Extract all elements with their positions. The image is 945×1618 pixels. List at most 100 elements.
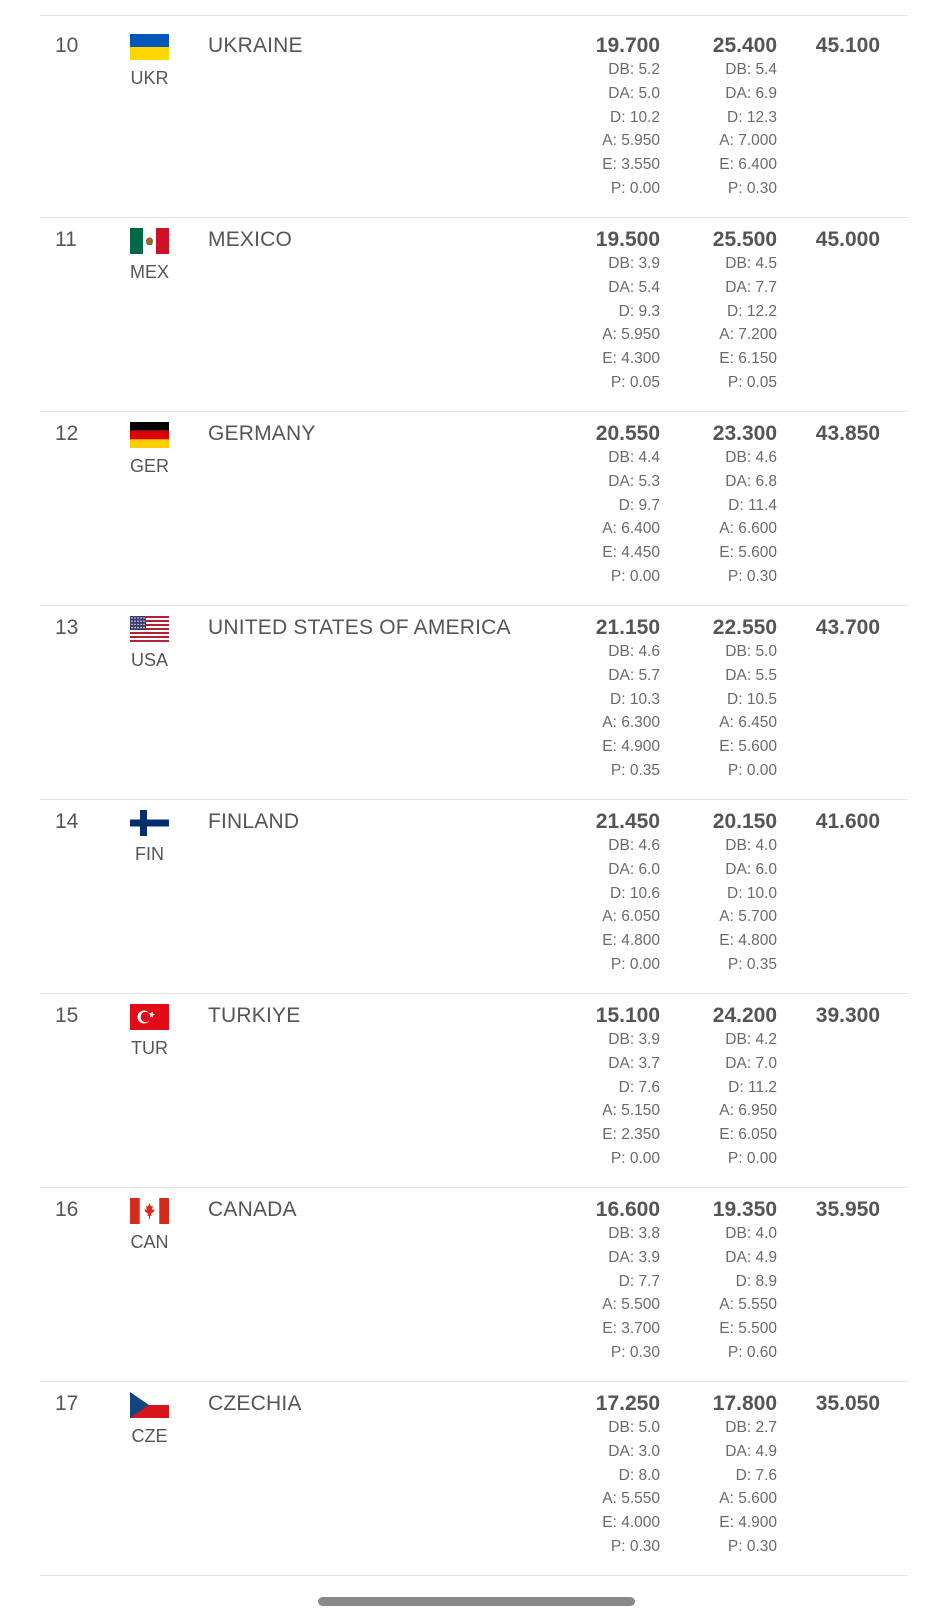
apparatus-score-detail: P: 0.00 bbox=[610, 1149, 660, 1167]
apparatus-score-detail: E: 4.000 bbox=[602, 1514, 660, 1532]
apparatus-score-detail: E: 3.700 bbox=[602, 1320, 660, 1338]
apparatus-score-detail: DB: 3.9 bbox=[608, 255, 660, 272]
country-name[interactable]: GERMANY bbox=[208, 422, 316, 445]
apparatus-score-detail: DB: 5.4 bbox=[725, 61, 777, 78]
apparatus-2-total: 17.800 bbox=[712, 1392, 777, 1415]
apparatus-score-detail: E: 5.500 bbox=[719, 1320, 777, 1338]
apparatus-score-detail: A: 5.500 bbox=[602, 1296, 660, 1314]
apparatus-score-detail: D: 10.5 bbox=[727, 690, 777, 708]
country-name[interactable]: FINLAND bbox=[208, 810, 300, 833]
country-code: GER bbox=[129, 456, 169, 476]
apparatus-1-score: 21.150 DB: 4.6 DA: 5.7 D: 10.3 A: 6.300 E: 4.… bbox=[540, 616, 660, 783]
country-code: CAN bbox=[130, 1232, 169, 1252]
table-row[interactable]: 17 CZE CZECHIA 17.250 DB: 5.0 DA: 3.0 D: 8.0 A:… bbox=[40, 1374, 908, 1576]
apparatus-score-detail: D: 9.7 bbox=[618, 496, 660, 514]
apparatus-score-detail: E: 3.550 bbox=[602, 156, 660, 174]
tur-flag-icon bbox=[130, 1004, 169, 1030]
apparatus-score-detail: DB: 4.6 bbox=[608, 643, 660, 660]
usa-flag-icon bbox=[130, 616, 169, 642]
country-name[interactable]: CZECHIA bbox=[208, 1392, 302, 1415]
apparatus-score-detail: DA: 6.8 bbox=[725, 472, 777, 490]
apparatus-score-detail: DA: 4.9 bbox=[725, 1248, 777, 1266]
apparatus-score-detail: DB: 4.5 bbox=[725, 255, 777, 272]
home-indicator[interactable] bbox=[318, 1597, 635, 1606]
total-score: 43.700 bbox=[815, 616, 880, 639]
total-score: 45.100 bbox=[815, 34, 880, 57]
apparatus-1-score: 20.550 DB: 4.4 DA: 5.3 D: 9.7 A: 6.400 E: 4.4… bbox=[540, 422, 660, 589]
apparatus-score-detail: E: 6.400 bbox=[719, 156, 777, 174]
table-row[interactable]: 13 USA UNITED STATES OF AMERICA 21.150 DB: 4… bbox=[40, 598, 908, 800]
table-row[interactable]: 10 UKR UKRAINE 19.700 DB: 5.2 DA: 5.0 D: 10.2 A… bbox=[40, 16, 908, 218]
apparatus-score-detail: DA: 7.0 bbox=[725, 1054, 777, 1072]
country-name[interactable]: TURKIYE bbox=[208, 1004, 301, 1027]
apparatus-2-score: 25.400 DB: 5.4 DA: 6.9 D: 12.3 A: 7.000 E: 6.… bbox=[657, 34, 777, 201]
apparatus-score-detail: DA: 6.9 bbox=[725, 84, 777, 102]
apparatus-1-score: 17.250 DB: 5.0 DA: 3.0 D: 8.0 A: 5.550 E: 4.0… bbox=[540, 1392, 660, 1559]
country-code: UKR bbox=[130, 68, 169, 88]
apparatus-score-detail: P: 0.35 bbox=[610, 761, 660, 779]
apparatus-score-detail: A: 6.600 bbox=[719, 520, 777, 538]
apparatus-score-detail: E: 4.800 bbox=[602, 932, 660, 950]
apparatus-score-detail: D: 10.6 bbox=[610, 884, 660, 902]
cze-flag-icon bbox=[130, 1392, 169, 1418]
apparatus-score-detail: P: 0.35 bbox=[727, 955, 777, 973]
apparatus-score-detail: A: 7.200 bbox=[719, 326, 777, 344]
apparatus-score-detail: DA: 3.0 bbox=[608, 1442, 660, 1460]
apparatus-score-detail: E: 5.600 bbox=[719, 544, 777, 562]
apparatus-2-total: 19.350 bbox=[712, 1198, 777, 1221]
apparatus-score-detail: A: 5.550 bbox=[719, 1296, 777, 1314]
rank: 16 bbox=[55, 1198, 79, 1221]
apparatus-1-total: 21.150 bbox=[595, 616, 660, 639]
apparatus-score-detail: P: 0.30 bbox=[727, 567, 777, 585]
apparatus-2-score: 20.150 DB: 4.0 DA: 6.0 D: 10.0 A: 5.700 E: 4.… bbox=[657, 810, 777, 977]
apparatus-1-score: 21.450 DB: 4.6 DA: 6.0 D: 10.6 A: 6.050 E: 4.… bbox=[540, 810, 660, 977]
apparatus-score-detail: P: 0.30 bbox=[610, 1343, 660, 1361]
apparatus-1-score: 19.500 DB: 3.9 DA: 5.4 D: 9.3 A: 5.950 E: 4.3… bbox=[540, 228, 660, 395]
table-row[interactable]: 12 GER GERMANY 20.550 DB: 4.4 DA: 5.3 D: 9.7 A:… bbox=[40, 404, 908, 606]
apparatus-score-detail: A: 6.050 bbox=[602, 908, 660, 926]
table-row[interactable]: 16 CAN CANADA 16.600 DB: 3.8 DA: 3.9 D: 7.7 A: … bbox=[40, 1180, 908, 1382]
country-name[interactable]: UNITED STATES OF AMERICA bbox=[208, 616, 511, 639]
divider bbox=[40, 15, 908, 16]
apparatus-score-detail: D: 10.0 bbox=[727, 884, 777, 902]
apparatus-2-score: 19.350 DB: 4.0 DA: 4.9 D: 8.9 A: 5.550 E: 5.5… bbox=[657, 1198, 777, 1365]
apparatus-score-detail: A: 6.300 bbox=[602, 714, 660, 732]
table-row[interactable]: 15 TUR TURKIYE 15.100 DB: 3.9 DA: 3.7 D: 7.6 A:… bbox=[40, 986, 908, 1188]
country-name[interactable]: MEXICO bbox=[208, 228, 293, 251]
apparatus-score-detail: E: 4.900 bbox=[719, 1514, 777, 1532]
apparatus-score-detail: DB: 5.0 bbox=[608, 1419, 660, 1436]
apparatus-score-detail: A: 5.700 bbox=[719, 908, 777, 926]
apparatus-score-detail: DB: 4.0 bbox=[725, 837, 777, 854]
total-score: 35.050 bbox=[815, 1392, 880, 1415]
apparatus-2-total: 24.200 bbox=[712, 1004, 777, 1027]
apparatus-score-detail: P: 0.00 bbox=[727, 761, 777, 779]
apparatus-2-total: 20.150 bbox=[712, 810, 777, 833]
apparatus-score-detail: DB: 4.4 bbox=[608, 449, 660, 466]
country-name[interactable]: CANADA bbox=[208, 1198, 297, 1221]
apparatus-1-total: 16.600 bbox=[595, 1198, 660, 1221]
apparatus-score-detail: DA: 5.4 bbox=[608, 278, 660, 296]
rank: 13 bbox=[55, 616, 79, 639]
apparatus-score-detail: A: 5.950 bbox=[602, 132, 660, 150]
fin-flag-icon bbox=[130, 810, 169, 836]
apparatus-score-detail: DB: 2.7 bbox=[725, 1419, 777, 1436]
table-row[interactable]: 11 MEX MEXICO 19.500 DB: 3.9 DA: 5.4 D: 9.3 A: … bbox=[40, 210, 908, 412]
apparatus-score-detail: E: 4.450 bbox=[602, 544, 660, 562]
apparatus-score-detail: P: 0.60 bbox=[727, 1343, 777, 1361]
rank: 10 bbox=[55, 34, 79, 57]
apparatus-score-detail: P: 0.00 bbox=[610, 567, 660, 585]
apparatus-score-detail: E: 4.800 bbox=[719, 932, 777, 950]
country-name[interactable]: UKRAINE bbox=[208, 34, 303, 57]
apparatus-score-detail: D: 8.0 bbox=[618, 1466, 660, 1484]
apparatus-score-detail: DB: 4.6 bbox=[725, 449, 777, 466]
apparatus-score-detail: D: 7.6 bbox=[735, 1466, 777, 1484]
apparatus-score-detail: DA: 3.7 bbox=[608, 1054, 660, 1072]
apparatus-score-detail: DB: 5.0 bbox=[725, 643, 777, 660]
total-score: 45.000 bbox=[815, 228, 880, 251]
apparatus-1-total: 19.700 bbox=[595, 34, 660, 57]
total-score: 39.300 bbox=[815, 1004, 880, 1027]
total-score: 41.600 bbox=[815, 810, 880, 833]
apparatus-score-detail: A: 6.400 bbox=[602, 520, 660, 538]
table-row[interactable]: 14 FIN FINLAND 21.450 DB: 4.6 DA: 6.0 D: 10.6 A… bbox=[40, 792, 908, 994]
apparatus-1-score: 15.100 DB: 3.9 DA: 3.7 D: 7.6 A: 5.150 E: 2.3… bbox=[540, 1004, 660, 1171]
